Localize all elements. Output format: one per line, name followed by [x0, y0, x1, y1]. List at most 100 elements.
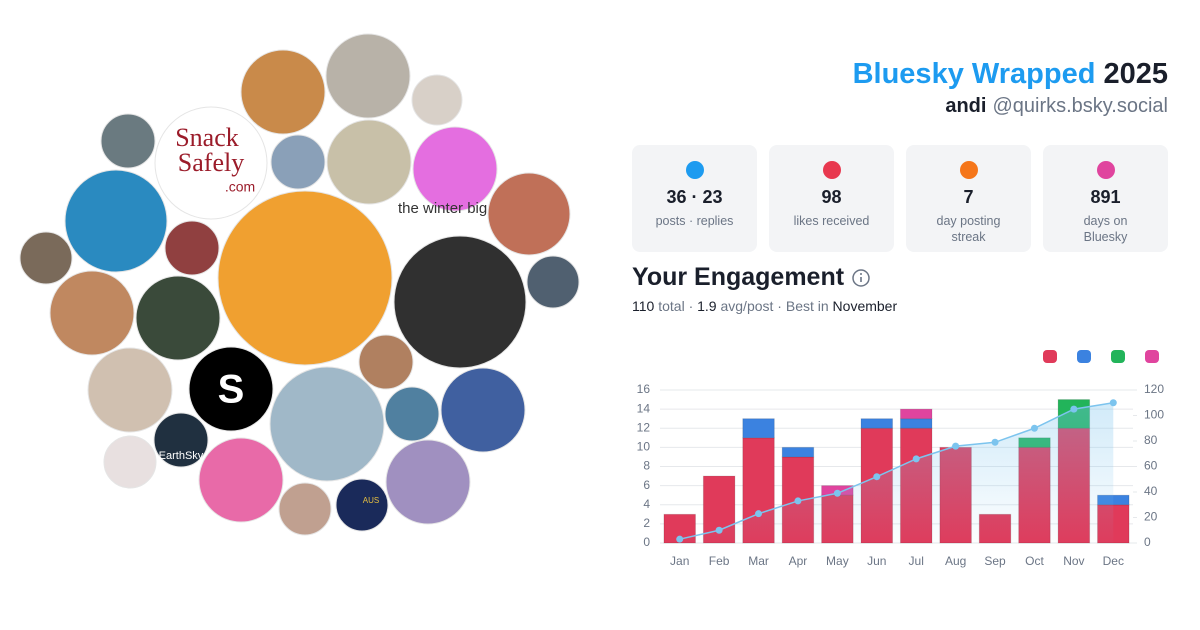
avg: 1.9 — [697, 298, 717, 314]
stat-card: 891 days on Bluesky — [1043, 145, 1168, 252]
y-tick-label: 2 — [643, 516, 650, 530]
avatar — [135, 275, 221, 361]
avatar — [526, 255, 580, 309]
y2-tick-label: 60 — [1144, 459, 1158, 473]
y-tick-label: 12 — [637, 420, 651, 434]
avatar-text: Safely — [178, 148, 244, 177]
y2-tick-label: 20 — [1144, 510, 1158, 524]
y-tick-label: 0 — [643, 535, 650, 549]
stat-value: 98 — [821, 187, 842, 207]
legend-icon[interactable] — [1043, 350, 1057, 363]
avatar — [154, 106, 268, 220]
avatar — [217, 190, 393, 366]
line-point — [833, 489, 841, 497]
legend-icon[interactable] — [1077, 350, 1091, 363]
stat-card: 98 likes received — [769, 145, 894, 252]
handle: @quirks.bsky.social — [992, 95, 1168, 117]
stat-value: 7 — [963, 187, 974, 207]
avatar — [87, 347, 173, 433]
avatar-text: Snack — [175, 123, 239, 152]
stat-label: day posting streak — [936, 214, 1001, 244]
section-title: Your Engagement — [632, 263, 871, 292]
avatar-text: S — [218, 368, 245, 412]
y2-tick-label: 80 — [1144, 433, 1158, 447]
line-point — [715, 526, 723, 534]
legend-icon[interactable] — [1145, 350, 1159, 363]
line-point — [952, 442, 960, 450]
title: Bluesky Wrapped 2025 — [853, 58, 1168, 91]
engagement-title: Your Engagement — [632, 263, 845, 291]
user: andi @quirks.bsky.social — [945, 95, 1168, 118]
avatar — [384, 386, 440, 442]
x-tick-label: Jan — [670, 554, 689, 568]
info-icon[interactable] — [851, 268, 871, 288]
avatar — [100, 113, 156, 169]
avatar — [487, 172, 571, 256]
stat-icon — [685, 161, 704, 179]
avatar — [269, 366, 385, 482]
avatar — [153, 412, 209, 468]
bar-segment — [742, 418, 775, 439]
display-name: andi — [945, 95, 987, 117]
y-tick-label: 10 — [637, 440, 651, 454]
stat-label: likes received — [793, 214, 870, 228]
total: 110 — [632, 298, 655, 314]
y-tick-label: 8 — [643, 459, 650, 473]
stat-icon — [1096, 161, 1115, 179]
avatar — [49, 270, 135, 356]
avatar — [440, 367, 526, 453]
bar-segment — [860, 418, 894, 429]
avatar — [411, 74, 463, 126]
y2-tick-label: 100 — [1144, 408, 1164, 422]
alt-text: the winter big — [398, 200, 487, 217]
avatar — [19, 231, 73, 285]
x-tick-label: Dec — [1103, 554, 1124, 568]
y-tick-label: 14 — [637, 401, 651, 415]
x-tick-label: Nov — [1063, 554, 1084, 568]
bar-segment — [899, 418, 933, 429]
avatar — [335, 478, 389, 532]
stat-label: posts · replies — [655, 214, 734, 228]
x-tick-label: Jul — [909, 554, 924, 568]
stat-icon — [822, 161, 841, 179]
avatar — [64, 169, 168, 273]
avatar — [326, 119, 412, 205]
x-tick-label: Feb — [709, 554, 730, 568]
x-tick-label: Oct — [1025, 554, 1044, 568]
x-tick-label: May — [826, 554, 849, 568]
avg-label: avg/post · Best in — [720, 298, 829, 314]
line-area — [679, 402, 1114, 543]
avatar — [278, 482, 332, 536]
total-label: total · — [658, 298, 694, 314]
line-point — [676, 535, 684, 543]
line-point — [991, 438, 999, 446]
avatar — [198, 437, 284, 523]
y-tick-label: 16 — [637, 382, 651, 396]
line-point — [1109, 399, 1117, 407]
stat-value: 36 · 23 — [666, 187, 723, 207]
avatar — [412, 126, 498, 212]
legend-icon[interactable] — [1111, 350, 1125, 363]
bar-segment — [781, 446, 815, 458]
avatar-text: EarthSky — [159, 450, 204, 462]
line-point — [1030, 424, 1038, 432]
avatar — [164, 220, 220, 276]
avatar — [188, 346, 274, 432]
bar-segment — [899, 408, 933, 420]
x-tick-label: Mar — [748, 554, 769, 568]
line-point — [1070, 405, 1078, 413]
avatar-text: AUS — [363, 496, 379, 505]
year: 2025 — [1103, 58, 1168, 90]
y-tick-label: 4 — [643, 497, 650, 511]
y2-tick-label: 0 — [1144, 535, 1151, 549]
stat-value: 891 — [1090, 187, 1121, 207]
x-tick-label: Jun — [867, 554, 886, 568]
line-point — [794, 497, 802, 505]
y2-tick-label: 40 — [1144, 484, 1158, 498]
stat-card: 7 day posting streak — [906, 145, 1031, 252]
avatar — [325, 33, 411, 119]
avatar — [270, 134, 326, 190]
y2-tick-label: 120 — [1144, 382, 1164, 396]
stat-label: days on Bluesky — [1083, 214, 1128, 244]
